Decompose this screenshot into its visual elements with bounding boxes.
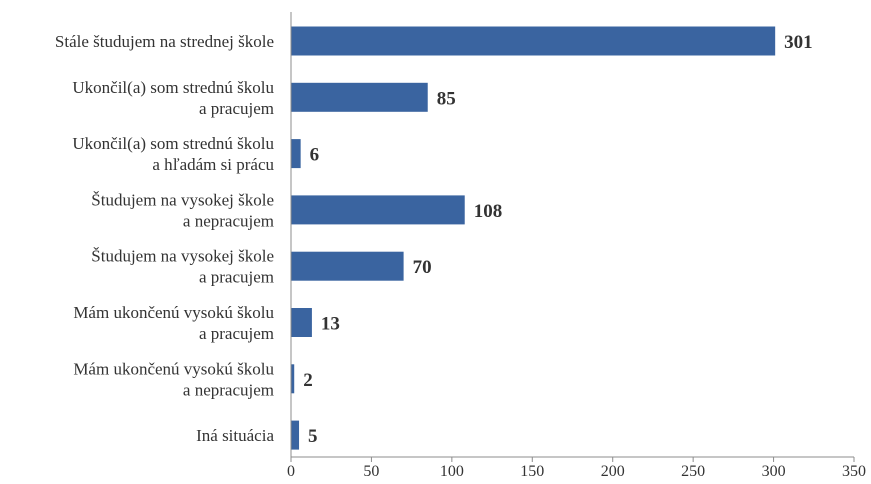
bars-group — [291, 26, 776, 450]
bar-value-label: 2 — [303, 370, 313, 391]
category-label: Mám ukončenú vysokú školu — [73, 303, 274, 322]
bar-value-label: 85 — [437, 88, 456, 109]
bar — [291, 364, 295, 394]
category-label: a pracujem — [199, 99, 274, 118]
category-label: a pracujem — [199, 324, 274, 343]
bar — [291, 82, 428, 112]
category-labels-group: Stále študujem na strednej škole Ukončil(… — [55, 32, 275, 445]
bar-value-label: 5 — [308, 426, 318, 447]
category-label: a nepracujem — [183, 380, 274, 399]
bar-value-label: 301 — [784, 32, 813, 53]
bar — [291, 139, 301, 169]
category-label: Iná situácia — [196, 426, 274, 445]
category-label: Ukončil(a) som strednú školu — [72, 134, 274, 153]
bar-value-label: 13 — [321, 314, 340, 335]
bar-value-label: 70 — [413, 257, 432, 278]
bar — [291, 251, 404, 281]
axes-group — [290, 12, 854, 458]
x-tick-label: 200 — [601, 463, 625, 480]
x-axis-ticks-group: 0 50 100 150 200 250 300 350 — [287, 457, 866, 480]
bar — [291, 26, 776, 56]
x-tick-label: 350 — [842, 463, 866, 480]
bar — [291, 195, 465, 225]
x-tick-label: 0 — [287, 463, 295, 480]
x-tick-label: 100 — [440, 463, 464, 480]
category-label: a nepracujem — [183, 211, 274, 230]
x-tick-label: 150 — [520, 463, 544, 480]
x-tick-label: 250 — [681, 463, 705, 480]
category-label: Študujem na vysokej škole — [91, 190, 274, 209]
category-label: Stále študujem na strednej škole — [55, 32, 274, 51]
value-labels-group: 301 85 6 108 70 13 2 5 — [303, 32, 812, 447]
bar-value-label: 6 — [310, 145, 320, 166]
bar — [291, 420, 300, 450]
category-label: a pracujem — [199, 268, 274, 287]
bar-value-label: 108 — [474, 201, 503, 222]
category-label: Študujem na vysokej škole — [91, 247, 274, 266]
x-tick-label: 50 — [363, 463, 379, 480]
x-tick-label: 300 — [762, 463, 786, 480]
category-label: Ukončil(a) som strednú školu — [72, 78, 274, 97]
bar — [291, 308, 312, 337]
category-label: Mám ukončenú vysokú školu — [73, 359, 274, 378]
category-label: a hľadám si prácu — [152, 155, 274, 174]
